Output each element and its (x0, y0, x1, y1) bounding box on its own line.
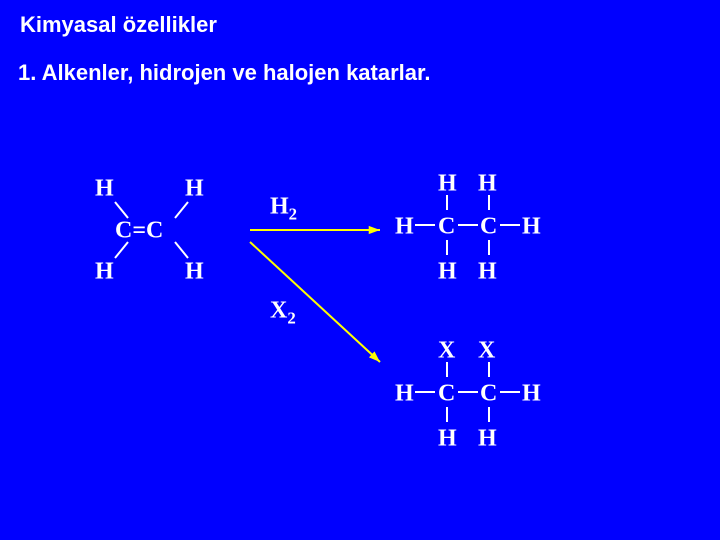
atom-label: H (185, 258, 204, 284)
halogen-label: X (478, 337, 496, 363)
atom-label: H (438, 258, 457, 284)
atom-label: H (478, 258, 497, 284)
diagram-svg: HHC=CHHH2X2HHHCCHHHXXHCCHHH (0, 0, 720, 540)
halogen-label: X (438, 337, 456, 363)
atom-label: H (95, 175, 114, 201)
atom-label: H (522, 380, 541, 406)
atom-label: H (478, 425, 497, 451)
atom-label: H (185, 175, 204, 201)
atom-label: H (522, 213, 541, 239)
bond-line (175, 242, 188, 258)
bond-line (115, 242, 128, 258)
reagent-h2: H2 (270, 193, 297, 223)
carbon-label: C (438, 380, 455, 406)
slide: Kimyasal özellikler 1. Alkenler, hidroje… (0, 0, 720, 540)
atom-label: H (438, 425, 457, 451)
atom-label: H (395, 380, 414, 406)
atom-label: H (478, 170, 497, 196)
atom-label: H (438, 170, 457, 196)
carbon-label: C (438, 213, 455, 239)
atom-label: H (395, 213, 414, 239)
carbon-label: C (480, 213, 497, 239)
arrowhead-icon (369, 226, 380, 234)
reagent-x2: X2 (270, 297, 296, 327)
bond-line (175, 202, 188, 218)
bond-line (115, 202, 128, 218)
double-bond-label: C=C (115, 217, 163, 243)
carbon-label: C (480, 380, 497, 406)
atom-label: H (95, 258, 114, 284)
